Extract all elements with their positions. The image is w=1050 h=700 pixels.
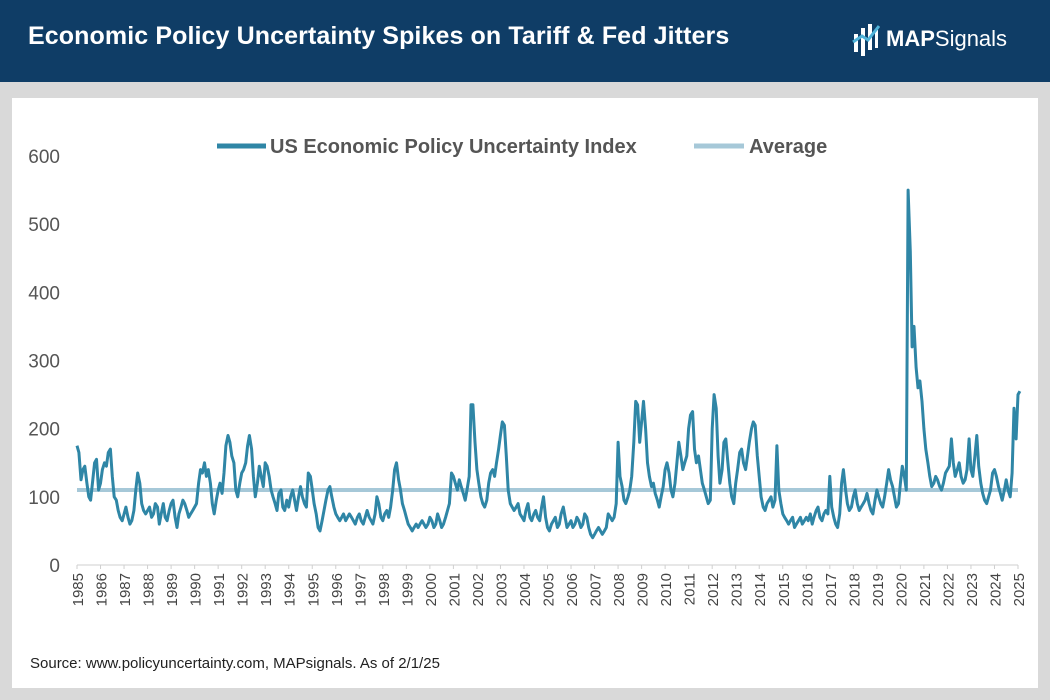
x-tick-label: 2020 (893, 573, 910, 606)
y-tick-label: 300 (28, 352, 60, 373)
x-tick-label: 2014 (752, 573, 769, 606)
logo-wordmark: MAPSignals (886, 26, 1007, 52)
x-tick-label: 1985 (70, 573, 87, 606)
x-tick-label: 2015 (776, 573, 793, 606)
mapsignals-logo: MAPSignals (852, 19, 1007, 59)
x-tick-label: 2008 (611, 573, 628, 606)
x-tick-label: 2002 (470, 573, 487, 606)
x-tick-label: 2017 (823, 573, 840, 606)
x-tick-label: 2022 (940, 573, 957, 606)
y-tick-label: 200 (28, 420, 60, 441)
x-tick-label: 1996 (329, 573, 346, 606)
legend-label-average: Average (749, 136, 827, 158)
x-tick-label: 2016 (799, 573, 816, 606)
chart-title: Economic Policy Uncertainty Spikes on Ta… (28, 22, 730, 50)
x-tick-label: 2021 (917, 573, 934, 606)
x-tick-label: 2000 (423, 573, 440, 606)
y-tick-label: 600 (28, 147, 60, 168)
x-tick-label: 2003 (493, 573, 510, 606)
x-tick-label: 1993 (258, 573, 275, 606)
chart-panel: 0 100 200 300 400 500 600 1985 1986 1987 1988 1989 1… (12, 98, 1038, 688)
x-tick-label: 2009 (635, 573, 652, 606)
x-tick-label: 1987 (117, 573, 134, 606)
x-tick-label: 1999 (399, 573, 416, 606)
x-tick-label: 2001 (446, 573, 463, 606)
mapsignals-logo-icon (852, 24, 880, 56)
x-tick-label: 2013 (729, 573, 746, 606)
y-tick-label: 500 (28, 215, 60, 236)
x-tick-label: 2005 (541, 573, 558, 606)
x-tick-label: 2006 (564, 573, 581, 606)
logo-text-signals: Signals (934, 26, 1008, 51)
legend-label-index: US Economic Policy Uncertainty Index (270, 136, 637, 158)
x-tick-label: 1990 (188, 573, 205, 606)
x-tick-label: 1986 (94, 573, 111, 606)
x-tick-label: 2019 (870, 573, 887, 606)
x-tick-label: 2007 (588, 573, 605, 606)
x-tick-label: 1988 (141, 573, 158, 606)
x-tick-label: 2010 (658, 573, 675, 606)
x-tick-label: 2025 (1011, 573, 1028, 606)
x-tick-label: 2012 (705, 573, 722, 606)
x-tick-label: 1991 (211, 573, 228, 606)
y-tick-label: 0 (49, 556, 60, 577)
x-tick-label: 1997 (352, 573, 369, 606)
line-chart: 0 100 200 300 400 500 600 1985 1986 1987 1988 1989 1… (28, 136, 1028, 606)
x-tick-label: 2023 (964, 573, 981, 606)
x-tick-label: 1989 (164, 573, 181, 606)
y-tick-label: 400 (28, 283, 60, 304)
x-tick-label: 2024 (987, 573, 1004, 606)
x-tick-label: 1998 (376, 573, 393, 606)
epu-index-series-line (75, 188, 1022, 540)
source-note: Source: www.policyuncertainty.com, MAPsi… (30, 655, 440, 672)
x-tick-label: 2011 (682, 573, 699, 605)
x-tick-label: 1995 (305, 573, 322, 606)
y-tick-label: 100 (28, 488, 60, 509)
header-bar: Economic Policy Uncertainty Spikes on Ta… (0, 0, 1050, 82)
x-tick-label: 1994 (282, 573, 299, 606)
x-tick-label: 1992 (235, 573, 252, 606)
x-tick-label: 2018 (846, 573, 863, 606)
logo-text-map: MAP (886, 26, 935, 51)
x-tick-label: 2004 (517, 573, 534, 606)
